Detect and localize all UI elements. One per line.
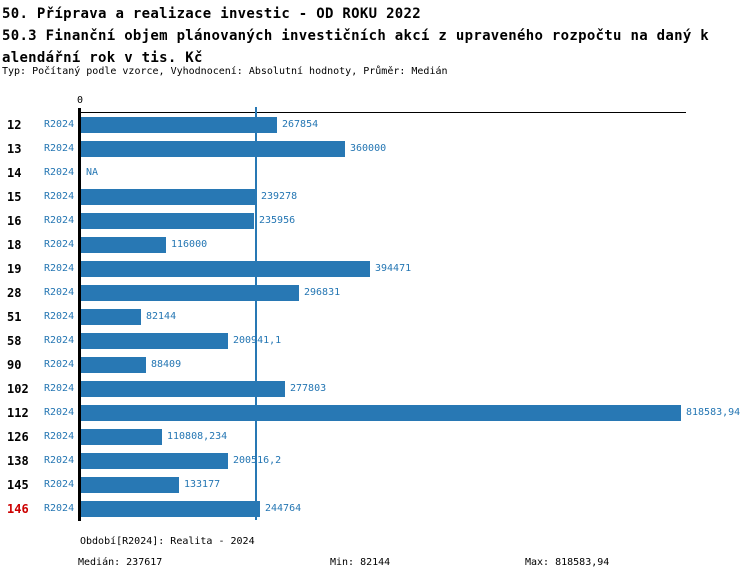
row-id-label: 12 (7, 118, 22, 132)
row-id-label: 90 (7, 358, 22, 372)
row-period-label: R2024 (44, 143, 75, 154)
footer-min-stat: Min: 82144 (330, 557, 391, 568)
row-period-label: R2024 (44, 215, 75, 226)
row-id-label: 18 (7, 238, 22, 252)
row-value-label: 116000 (171, 239, 208, 250)
row-value-label: 244764 (265, 503, 302, 514)
row-period-label: R2024 (44, 287, 75, 298)
value-bar (81, 285, 299, 301)
row-period-label: R2024 (44, 479, 75, 490)
row-period-label: R2024 (44, 431, 75, 442)
footer-max-stat: Max: 818583,94 (525, 557, 610, 568)
x-axis-line (79, 112, 686, 113)
row-id-label: 145 (7, 478, 29, 492)
row-id-label: 102 (7, 382, 29, 396)
value-bar (81, 213, 254, 229)
value-bar (81, 237, 166, 253)
row-value-label: 133177 (184, 479, 221, 490)
row-period-label: R2024 (44, 503, 75, 514)
row-id-label: 58 (7, 334, 22, 348)
row-period-label: R2024 (44, 191, 75, 202)
value-bar (81, 429, 162, 445)
row-period-label: R2024 (44, 263, 75, 274)
row-period-label: R2024 (44, 311, 75, 322)
row-period-label: R2024 (44, 359, 75, 370)
row-id-label: 15 (7, 190, 22, 204)
row-value-label: 818583,94 (686, 407, 741, 418)
row-id-label: 126 (7, 430, 29, 444)
value-bar (81, 117, 277, 133)
row-value-label: 296831 (304, 287, 341, 298)
row-value-label: 200516,2 (233, 455, 282, 466)
value-bar (81, 357, 146, 373)
row-period-label: R2024 (44, 383, 75, 394)
row-id-label: 146 (7, 502, 29, 516)
y-axis-line (78, 108, 81, 521)
row-value-label: 110808,234 (167, 431, 228, 442)
row-id-label: 51 (7, 310, 22, 324)
value-bar (81, 189, 256, 205)
value-bar (81, 333, 228, 349)
chart-title-line-1: 50. Příprava a realizace investic - OD R… (2, 6, 421, 22)
row-id-label: 138 (7, 454, 29, 468)
value-bar (81, 261, 370, 277)
row-id-label: 13 (7, 142, 22, 156)
row-value-label: 239278 (261, 191, 298, 202)
row-value-label: 200941,1 (233, 335, 282, 346)
chart-title-line-3: alendářní rok v tis. Kč (2, 50, 203, 66)
row-id-label: 112 (7, 406, 29, 420)
row-value-label: NA (86, 167, 99, 178)
row-id-label: 19 (7, 262, 22, 276)
row-id-label: 16 (7, 214, 22, 228)
row-period-label: R2024 (44, 119, 75, 130)
row-period-label: R2024 (44, 407, 75, 418)
value-bar (81, 381, 285, 397)
chart-title-line-2: 50.3 Finanční objem plánovaných investič… (2, 28, 710, 44)
value-bar (81, 501, 260, 517)
row-value-label: 394471 (375, 263, 412, 274)
footer-median-stat: Medián: 237617 (78, 557, 163, 568)
row-value-label: 88409 (151, 359, 182, 370)
value-bar (81, 453, 228, 469)
chart-subtitle: Typ: Počítaný podle vzorce, Vyhodnocení:… (2, 66, 448, 77)
row-period-label: R2024 (44, 167, 75, 178)
row-period-label: R2024 (44, 239, 75, 250)
value-bar (81, 405, 681, 421)
row-id-label: 28 (7, 286, 22, 300)
value-bar (81, 309, 141, 325)
row-period-label: R2024 (44, 335, 75, 346)
value-bar (81, 477, 179, 493)
row-id-label: 14 (7, 166, 22, 180)
x-axis-zero-tick-label: 0 (76, 95, 84, 106)
row-value-label: 277803 (290, 383, 327, 394)
row-value-label: 267854 (282, 119, 319, 130)
median-reference-line (255, 107, 257, 520)
footer-period-info: Období[R2024]: Realita - 2024 (80, 536, 255, 547)
row-period-label: R2024 (44, 455, 75, 466)
row-value-label: 82144 (146, 311, 177, 322)
row-value-label: 360000 (350, 143, 387, 154)
row-value-label: 235956 (259, 215, 296, 226)
value-bar (81, 141, 345, 157)
